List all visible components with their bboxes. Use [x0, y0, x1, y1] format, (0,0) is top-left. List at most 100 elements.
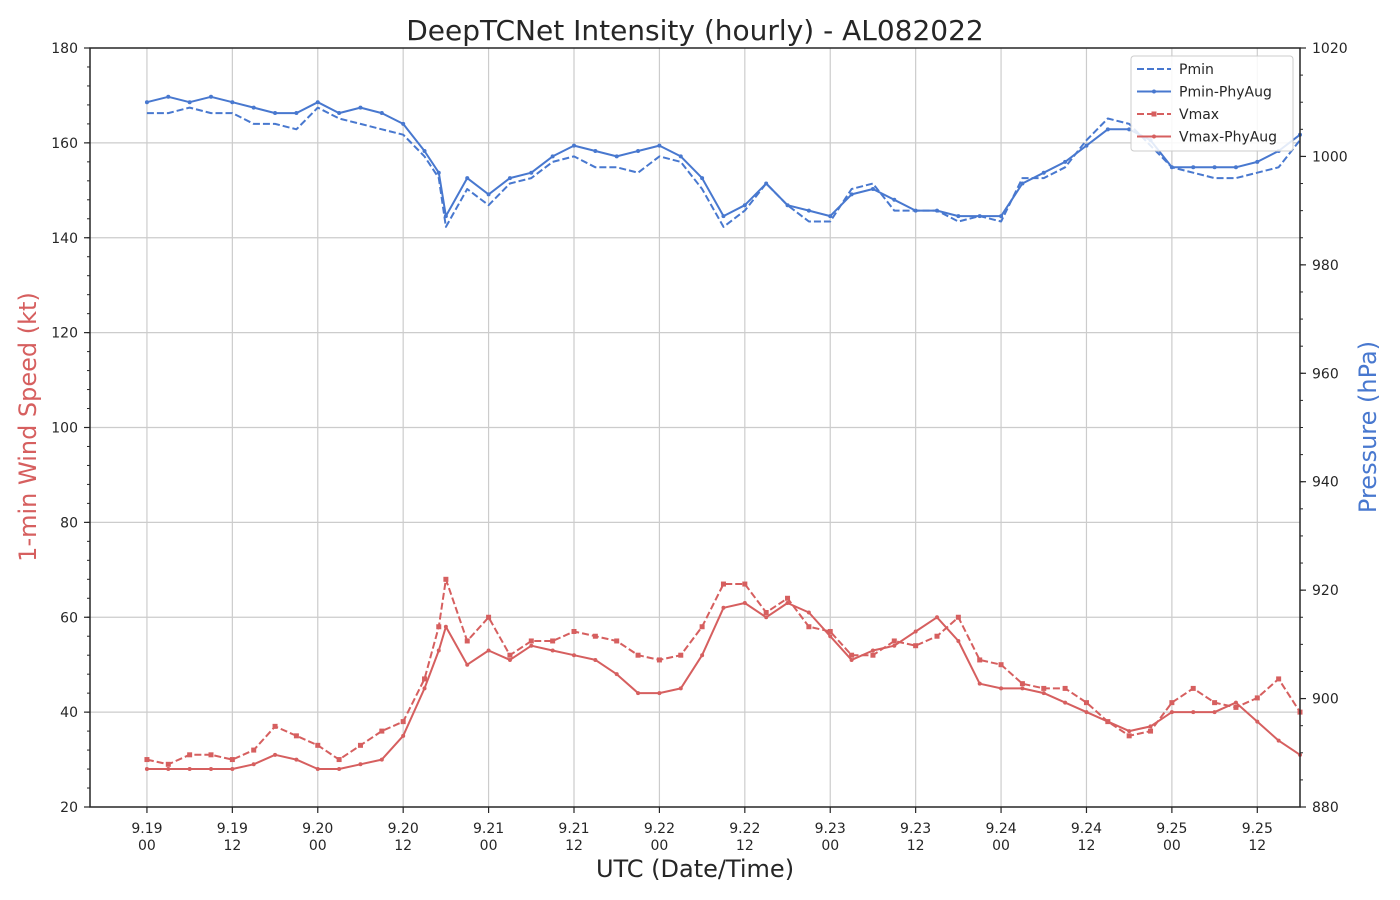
vmax-phyaug-point [572, 653, 576, 658]
x-tick-label-time: 00 [1163, 838, 1181, 854]
pmin-phyaug-point [1063, 159, 1068, 164]
vmax-point [785, 595, 791, 601]
vmax-phyaug-point [935, 615, 939, 620]
vmax-point [1148, 728, 1154, 734]
pmin-phyaug-point [315, 100, 320, 105]
vmax-phyaug-point [657, 691, 662, 696]
vmax-point [436, 624, 442, 630]
legend-marker-vmax [1151, 111, 1157, 117]
vmax-point [187, 752, 193, 758]
x-tick-label-date: 9.21 [558, 821, 589, 837]
vmax-point [357, 742, 363, 748]
x-tick-label-date: 9.19 [131, 821, 162, 837]
vmax-point [1190, 685, 1196, 691]
pmin-phyaug-point [1233, 165, 1238, 170]
pmin-phyaug-point [935, 208, 939, 213]
chart-title: DeepTCNet Intensity (hourly) - AL082022 [406, 14, 984, 47]
pmin-phyaug-point [678, 154, 683, 159]
pmin-phyaug-point [422, 149, 427, 154]
pmin-phyaug-point [443, 214, 448, 219]
vmax-phyaug-point [401, 733, 406, 738]
x-tick-label-time: 00 [650, 838, 668, 854]
vmax-point [1062, 685, 1068, 691]
pmin-phyaug-point [401, 121, 406, 126]
vmax-phyaug-point [315, 767, 320, 772]
left-axis-label: 1-min Wind Speed (kt) [14, 292, 42, 562]
vmax-phyaug-point [1148, 724, 1153, 729]
x-tick-label-time: 12 [565, 838, 583, 854]
pmin-phyaug-point [870, 186, 875, 191]
x-tick-label-time: 00 [992, 838, 1010, 854]
vmax-phyaug-line [146, 602, 1301, 770]
pmin-phyaug-point [999, 214, 1004, 219]
pmin-phyaug-point [337, 111, 342, 116]
vmax-phyaug-point [870, 648, 875, 653]
pmin-phyaug-point [465, 176, 470, 181]
left-tick-label: 80 [60, 515, 78, 531]
left-tick-label: 60 [60, 610, 78, 626]
left-axis: 20 40 60 80 100 120 140 160 180 [51, 41, 90, 816]
pmin-phyaug-point [806, 208, 811, 213]
vmax-point [528, 638, 534, 644]
legend-box [1130, 55, 1294, 152]
pmin-phyaug-point [764, 181, 769, 186]
pmin-phyaug-point [892, 197, 897, 202]
x-tick-label-date: 9.23 [900, 821, 931, 837]
vmax-point [400, 719, 406, 725]
vmax-point [656, 657, 662, 663]
vmax-point [699, 624, 705, 630]
vmax-point [1041, 685, 1047, 691]
pmin-phyaug-point [1105, 127, 1110, 132]
vmax-phyaug-point [892, 643, 897, 648]
legend-marker-vmax-phyaug [1152, 134, 1156, 139]
vmax-point [443, 576, 449, 582]
vmax-phyaug-point [1020, 686, 1025, 691]
x-tick-label-time: 00 [821, 838, 839, 854]
x-tick-label-date: 9.22 [729, 821, 760, 837]
vmax-point [144, 757, 150, 763]
pmin-phyaug-point [849, 192, 854, 197]
vmax-point [379, 728, 385, 734]
vmax-phyaug-point [436, 648, 441, 653]
pmin-phyaug-point [230, 100, 235, 105]
right-tick-label: 960 [1312, 366, 1339, 382]
vmax-point [806, 624, 812, 630]
vmax-phyaug-point [358, 762, 363, 767]
vmax-phyaug-point [443, 624, 448, 629]
x-tick-label-time: 12 [907, 838, 925, 854]
left-tick-label: 160 [51, 136, 78, 152]
vmax-point [422, 676, 428, 682]
vmax-phyaug-point [422, 686, 427, 691]
right-tick-label: 1020 [1312, 41, 1348, 57]
vmax-point [955, 614, 961, 620]
vmax-point [1126, 733, 1132, 739]
vmax-phyaug-point [614, 672, 619, 677]
vmax-point [763, 610, 769, 616]
right-axis: 880 900 920 940 960 980 1000 1020 [1300, 41, 1348, 816]
vmax-point [592, 633, 598, 639]
pmin-phyaug-point [1041, 170, 1046, 175]
x-tick-label-date: 9.19 [217, 821, 248, 837]
legend-label-vmax-phyaug: Vmax-PhyAug [1179, 130, 1277, 146]
pmin-phyaug-point [166, 94, 171, 99]
right-tick-label: 940 [1312, 475, 1339, 491]
vmax-point [1276, 676, 1282, 682]
vmax-point [614, 638, 620, 644]
right-tick-label: 1000 [1312, 149, 1348, 165]
vmax-phyaug-point [1105, 719, 1110, 724]
x-tick-label-date: 9.24 [1071, 821, 1102, 837]
x-tick-label-date: 9.25 [1242, 821, 1273, 837]
pmin-phyaug-point [742, 203, 747, 208]
vmax-point [1019, 681, 1025, 687]
vmax-phyaug-point [465, 662, 470, 667]
left-tick-label: 120 [51, 326, 78, 342]
pmin-phyaug-point [721, 214, 726, 219]
x-tick-label-time: 12 [1248, 838, 1266, 854]
x-tick-label-date: 9.20 [302, 821, 333, 837]
vmax-point [913, 643, 919, 649]
vmax-point [977, 657, 983, 663]
vmax-point [229, 757, 235, 763]
vmax-point [998, 662, 1004, 668]
pmin-phyaug-point [977, 214, 982, 219]
